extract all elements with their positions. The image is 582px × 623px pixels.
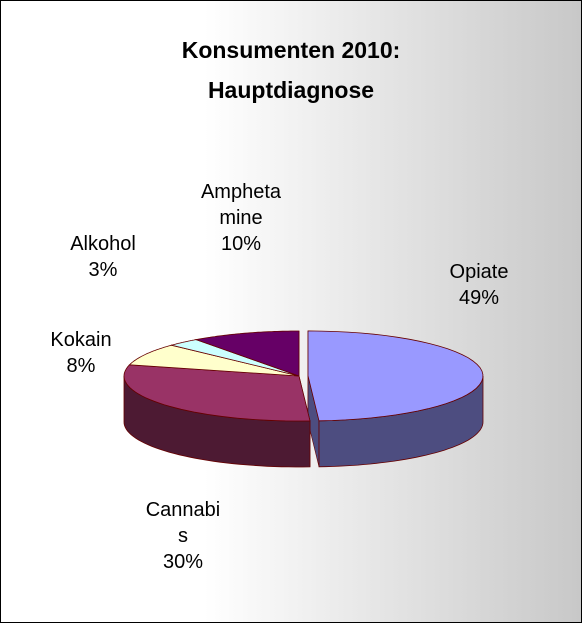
slice (123, 364, 311, 422)
slice (128, 344, 300, 377)
category-label: Amphetamine (200, 181, 282, 229)
data-label: Alkohol 3% (43, 231, 163, 283)
data-label: Opiate 49% (419, 259, 539, 311)
data-label: Cannabis 30% (145, 497, 221, 575)
percent-label: 10% (220, 233, 262, 255)
data-label: Amphetamine 10% (200, 179, 282, 257)
category-label: Opiate (449, 261, 509, 283)
slice (194, 330, 300, 377)
percent-label: 30% (162, 551, 204, 573)
category-label: Cannabis (145, 499, 221, 547)
chart-title: Hauptdiagnose (207, 77, 375, 103)
percent-label: 3% (88, 259, 118, 281)
slice (169, 339, 300, 377)
slice (307, 330, 484, 422)
category-label: Alkohol (70, 233, 136, 255)
data-label: Kokain 8% (21, 327, 141, 379)
category-label: Kokain (50, 329, 112, 351)
chart-title: Konsumenten 2010: (181, 37, 401, 63)
percent-label: 8% (66, 355, 96, 377)
percent-label: 49% (458, 287, 500, 309)
